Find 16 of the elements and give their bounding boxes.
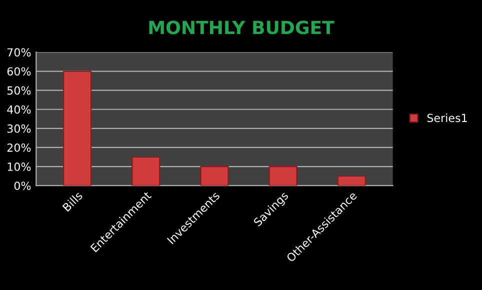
bar <box>63 70 92 186</box>
bar <box>200 166 229 186</box>
y-tick-label: 40% <box>7 105 31 114</box>
bar <box>268 166 298 186</box>
y-tick-label: 10% <box>8 162 31 171</box>
y-tick-label: 0% <box>14 182 31 190</box>
y-tick-label: 20% <box>7 143 31 152</box>
x-tick-label: Bills <box>62 190 84 212</box>
y-tick-label: 30% <box>7 124 31 133</box>
chart-title: MONTHLY BUDGET <box>149 20 334 34</box>
legend-label: Series1 <box>427 114 467 122</box>
y-tick-label: 50% <box>7 86 31 95</box>
bar <box>132 156 160 186</box>
y-tick-label: 60% <box>7 67 31 76</box>
bar <box>337 176 366 186</box>
y-tick-label: 70% <box>8 48 31 57</box>
